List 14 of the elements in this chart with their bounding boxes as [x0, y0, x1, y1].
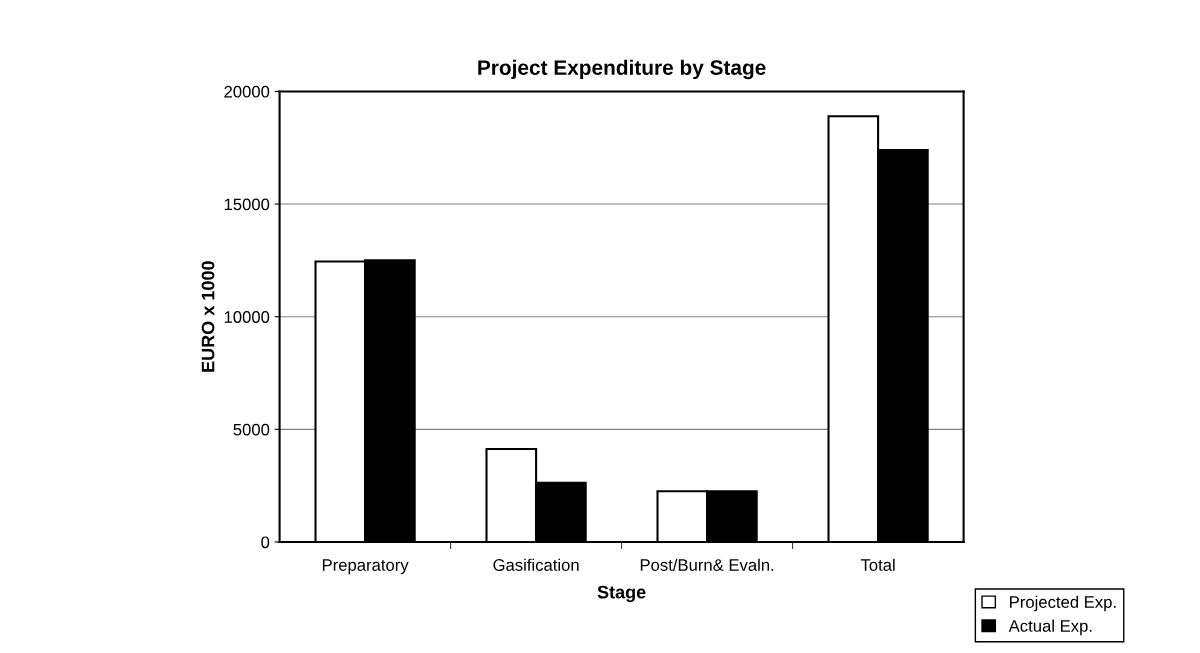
y-tick-label: 20000	[224, 85, 270, 98]
x-tick-label: Gasification	[493, 558, 579, 571]
legend-label: Projected Exp.	[1010, 595, 1116, 612]
y-axis-title: EURO x 1000	[201, 261, 215, 372]
y-tick-label: 15000	[224, 198, 270, 211]
y-tick-label: 5000	[233, 423, 270, 436]
x-tick-label: Total	[860, 558, 895, 571]
legend-label: Actual Exp.	[1008, 619, 1092, 636]
x-axis-title: Stage	[597, 585, 646, 603]
y-tick-label: 10000	[224, 311, 270, 323]
y-tick-label: 0	[261, 536, 270, 549]
x-tick-label: Preparatory	[322, 559, 409, 575]
x-tick-label: Post/Burn& Evaln.	[640, 558, 774, 571]
chart-title: Project Expenditure by Stage	[478, 59, 766, 80]
